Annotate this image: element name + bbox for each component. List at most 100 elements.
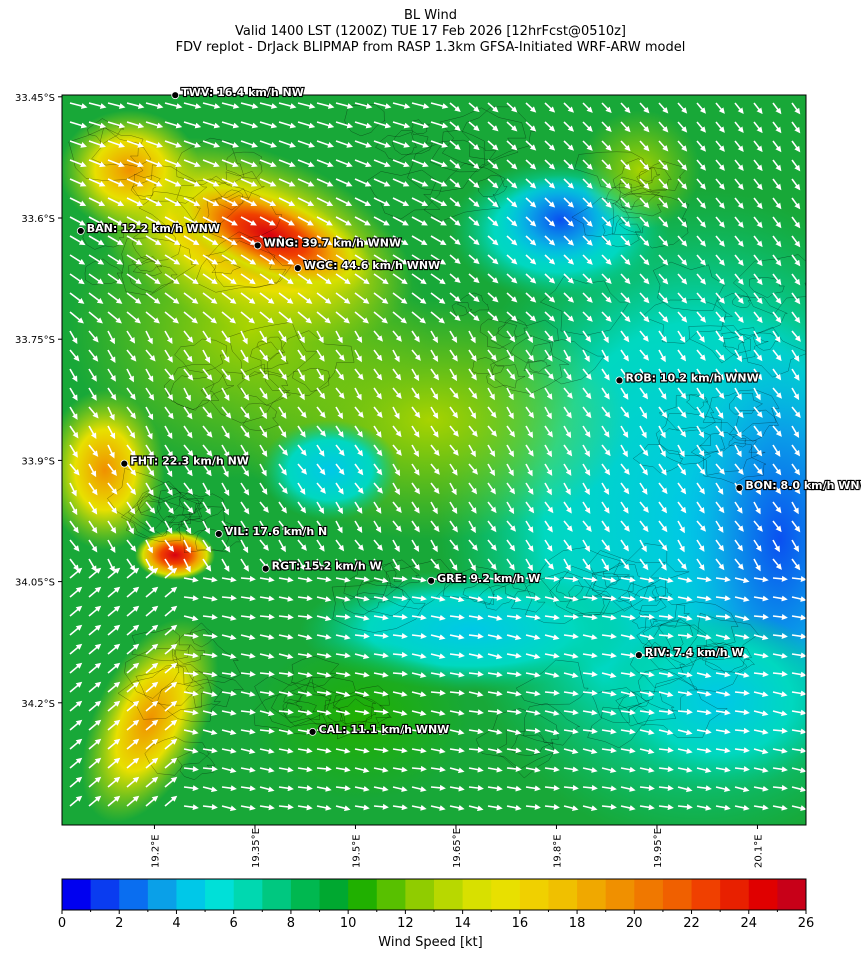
wind-vector — [411, 406, 421, 419]
terrain-contour-line — [632, 444, 684, 474]
wind-vector — [88, 387, 97, 401]
terrain-contour-line — [407, 139, 485, 192]
wind-vector — [373, 235, 390, 246]
wind-vector — [164, 197, 182, 206]
wind-vector — [126, 254, 143, 265]
wind-vector — [544, 273, 556, 284]
terrain-contour-line — [212, 170, 265, 202]
wind-vector — [411, 368, 420, 382]
wind-vector — [620, 311, 631, 323]
terrain-contour-line — [523, 339, 605, 385]
wind-vector — [164, 311, 179, 324]
terrain-contour-line — [732, 295, 751, 308]
terrain-contour-line — [120, 493, 180, 539]
colorbar-tick-label: 10 — [340, 916, 357, 931]
wind-vector — [563, 254, 575, 265]
terrain-contour-line — [194, 231, 292, 293]
wind-vector — [164, 292, 180, 304]
wind-vector — [696, 425, 705, 439]
terrain-contour-line — [565, 585, 614, 617]
wind-vector — [715, 368, 725, 381]
terrain-contour-line — [173, 644, 205, 665]
wind-vector — [183, 349, 193, 363]
wind-vector — [696, 159, 706, 171]
wind-vector — [240, 368, 250, 382]
wind-vector — [297, 216, 314, 226]
wind-vector — [88, 197, 106, 206]
wind-vector — [449, 444, 459, 456]
wind-vector — [601, 235, 612, 247]
wind-vector — [525, 330, 533, 344]
wind-vector — [525, 254, 537, 265]
wind-vector — [639, 140, 650, 152]
wind-vector — [88, 330, 99, 343]
wind-vector — [221, 102, 240, 109]
wind-vector — [202, 102, 221, 109]
wind-vector — [601, 102, 612, 114]
terrain-contour-line — [686, 393, 709, 411]
wind-vector — [240, 387, 250, 401]
wind-vector — [69, 121, 88, 129]
wind-vector — [240, 425, 250, 439]
wind-vector — [107, 197, 125, 206]
wind-vector — [468, 197, 480, 208]
lat-tick-label: 33.9°S — [21, 456, 55, 467]
wind-vector — [734, 406, 744, 419]
wind-vector — [69, 254, 86, 265]
terrain-contour-line — [127, 492, 195, 536]
terrain-contour-line — [716, 293, 788, 336]
wind-vector — [107, 349, 116, 364]
wind-vector — [145, 197, 163, 206]
wind-vector — [753, 311, 763, 324]
wind-vector — [88, 406, 99, 419]
wind-vector — [582, 349, 590, 363]
wind-vector — [297, 121, 316, 129]
wind-vector — [734, 159, 744, 171]
wind-vector — [620, 102, 631, 114]
wind-vector — [544, 425, 553, 438]
wind-vector — [582, 254, 593, 265]
wind-vector — [601, 292, 612, 304]
wind-vector — [259, 387, 268, 400]
wind-vector — [677, 178, 688, 190]
wind-vector — [449, 140, 461, 150]
wind-vector — [221, 425, 230, 439]
wind-vector — [316, 159, 334, 168]
wind-vector — [392, 273, 408, 285]
station-dot-vil — [214, 530, 223, 538]
wind-vector — [525, 425, 533, 439]
wind-vector — [297, 406, 307, 419]
wind-vector — [221, 273, 237, 285]
terrain-contour-line — [128, 256, 178, 293]
wind-vector — [221, 178, 239, 187]
wind-vector — [392, 102, 411, 109]
wind-vector — [126, 273, 142, 285]
wind-vector — [753, 292, 763, 305]
terrain-contour-line — [204, 240, 287, 288]
colorbar-swatch — [147, 879, 177, 910]
colorbar-swatch — [233, 879, 263, 910]
wind-vector — [449, 406, 459, 419]
wind-vector — [715, 121, 725, 133]
terrain-contour-line — [144, 736, 211, 776]
terrain-contour-line — [138, 191, 201, 228]
wind-vector — [772, 273, 782, 286]
wind-vector — [544, 368, 554, 380]
wind-vector — [145, 159, 163, 168]
wind-vector — [658, 349, 666, 363]
wind-vector — [392, 330, 402, 342]
wind-vector — [696, 387, 705, 400]
wind-vector — [772, 178, 782, 191]
wind-vector — [772, 159, 782, 172]
wind-vector — [658, 444, 666, 458]
wind-vector — [601, 159, 612, 171]
wind-vector — [335, 444, 345, 457]
wind-vector — [563, 406, 572, 419]
wind-vector — [240, 102, 259, 109]
wind-vector — [392, 670, 408, 677]
wind-vector — [145, 121, 164, 129]
wind-vector — [126, 235, 143, 246]
wind-vector — [715, 140, 725, 152]
wind-vector — [468, 387, 478, 400]
wind-vector — [449, 273, 461, 283]
